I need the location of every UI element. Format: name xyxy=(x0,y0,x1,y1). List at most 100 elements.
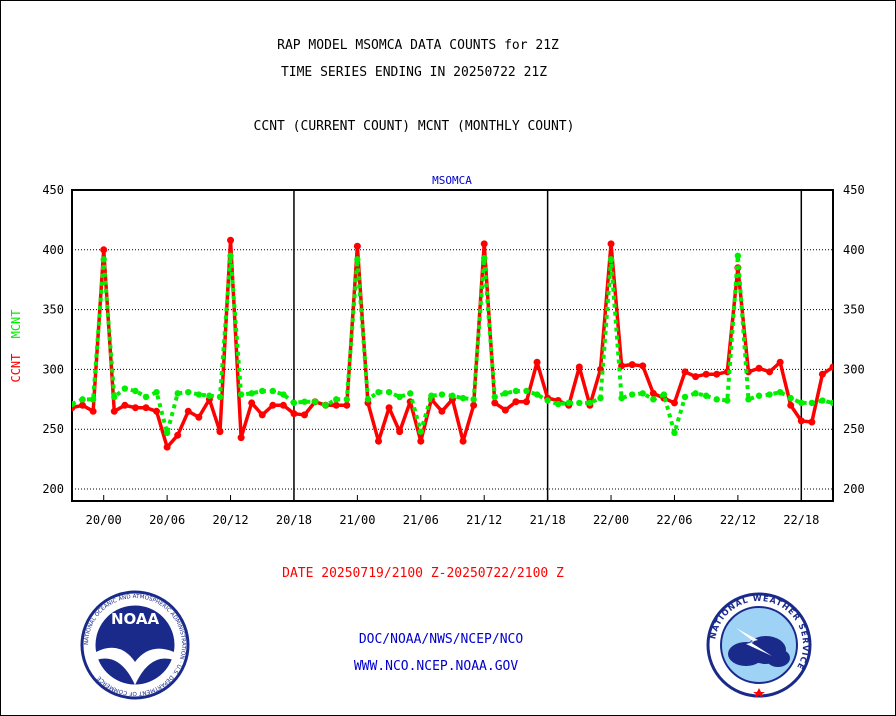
data-point-mcnt-32 xyxy=(407,390,414,397)
data-point-ccnt-70 xyxy=(808,418,816,426)
data-point-ccnt-39 xyxy=(480,240,488,248)
data-point-mcnt-10 xyxy=(174,390,181,397)
y-tick-label-left-200: 200 xyxy=(42,482,64,496)
data-point-ccnt-43 xyxy=(522,398,530,406)
y-tick-label-left-400: 400 xyxy=(42,243,64,257)
data-point-mcnt-1 xyxy=(79,396,86,403)
data-point-mcnt-20 xyxy=(280,391,287,398)
data-point-mcnt-22 xyxy=(301,398,308,405)
x-tick-label-4: 21/00 xyxy=(339,513,375,527)
data-point-mcnt-25 xyxy=(333,396,340,403)
data-point-mcnt-15 xyxy=(227,252,234,259)
data-point-ccnt-59 xyxy=(692,373,700,381)
data-point-ccnt-40 xyxy=(491,399,499,407)
data-point-mcnt-67 xyxy=(776,388,784,396)
data-point-ccnt-14 xyxy=(216,428,224,436)
data-point-mcnt-71 xyxy=(819,397,826,404)
date-range-label: DATE 20250719/2100 Z-20250722/2100 Z xyxy=(282,566,564,581)
x-tick-label-0: 20/00 xyxy=(86,513,122,527)
data-point-ccnt-61 xyxy=(713,370,721,378)
data-point-mcnt-4 xyxy=(111,393,118,401)
data-point-mcnt-9 xyxy=(163,429,171,437)
org-path-text: DOC/NOAA/NWS/NCEP/NCO xyxy=(358,632,524,647)
data-point-ccnt-67 xyxy=(776,358,784,366)
data-point-mcnt-50 xyxy=(597,394,604,402)
data-point-mcnt-39 xyxy=(481,254,488,262)
data-point-mcnt-64 xyxy=(745,396,752,403)
data-point-mcnt-26 xyxy=(343,396,351,403)
data-point-ccnt-11 xyxy=(184,407,192,415)
data-point-ccnt-41 xyxy=(501,406,509,414)
data-point-ccnt-18 xyxy=(258,411,266,419)
data-point-mcnt-41 xyxy=(502,390,509,397)
data-point-mcnt-51 xyxy=(607,256,615,263)
data-point-ccnt-55 xyxy=(649,389,657,397)
data-point-mcnt-59 xyxy=(692,390,699,397)
chart-subtitle: TIME SERIES ENDING IN 20250722 21Z xyxy=(280,65,548,80)
y-tick-label-right-200: 200 xyxy=(843,482,865,496)
data-point-ccnt-9 xyxy=(163,443,171,451)
data-point-mcnt-21 xyxy=(290,399,298,407)
data-point-mcnt-63 xyxy=(734,252,742,259)
noaa-logo: NOAA NATIONAL OCEANIC AND ATMOSPHERIC AD… xyxy=(80,590,190,700)
data-point-ccnt-21 xyxy=(290,410,298,418)
data-point-ccnt-48 xyxy=(575,363,583,371)
x-tick-label-5: 21/06 xyxy=(403,513,439,527)
y-tick-label-left-450: 450 xyxy=(42,183,64,197)
data-point-ccnt-25 xyxy=(332,401,340,409)
y-axis-title-mcnt: MCNT xyxy=(9,309,23,338)
x-tick-label-1: 20/06 xyxy=(149,513,185,527)
data-point-ccnt-37 xyxy=(459,437,467,445)
data-point-ccnt-66 xyxy=(766,368,774,376)
data-point-ccnt-3 xyxy=(100,246,108,254)
chart-title: RAP MODEL MSOMCA DATA COUNTS for 21Z xyxy=(277,38,559,53)
series-line-ccnt xyxy=(72,238,833,449)
data-point-mcnt-36 xyxy=(449,392,456,399)
data-point-ccnt-58 xyxy=(681,368,689,376)
data-point-ccnt-29 xyxy=(375,437,383,445)
plot-frame xyxy=(71,189,834,502)
data-point-mcnt-34 xyxy=(428,392,435,399)
data-point-mcnt-29 xyxy=(375,388,382,396)
data-point-mcnt-40 xyxy=(491,393,498,401)
data-point-mcnt-0 xyxy=(72,400,76,408)
data-point-mcnt-27 xyxy=(354,256,361,263)
data-point-ccnt-17 xyxy=(248,399,256,407)
y-axis-title: CCNT MCNT xyxy=(9,309,23,382)
data-point-ccnt-10 xyxy=(174,431,182,439)
data-point-mcnt-48 xyxy=(576,399,583,407)
data-point-mcnt-70 xyxy=(808,399,816,407)
data-point-mcnt-60 xyxy=(702,392,710,399)
data-point-mcnt-33 xyxy=(417,428,424,435)
x-tick-label-11: 22/18 xyxy=(783,513,819,527)
data-point-mcnt-24 xyxy=(322,402,329,409)
data-point-mcnt-38 xyxy=(470,396,477,403)
data-point-ccnt-12 xyxy=(195,413,203,421)
data-point-ccnt-7 xyxy=(142,404,150,412)
data-point-ccnt-20 xyxy=(279,401,287,409)
data-point-mcnt-43 xyxy=(523,387,530,395)
data-point-ccnt-42 xyxy=(512,398,520,406)
x-tick-label-6: 21/12 xyxy=(466,513,502,527)
data-point-mcnt-57 xyxy=(671,429,678,437)
data-point-mcnt-54 xyxy=(639,390,646,397)
data-point-ccnt-51 xyxy=(607,240,615,248)
data-point-ccnt-19 xyxy=(269,401,277,409)
nws-logo: NATIONAL WEATHER SERVICE xyxy=(706,592,812,698)
data-point-mcnt-23 xyxy=(311,398,319,405)
data-point-ccnt-31 xyxy=(396,428,404,436)
data-point-ccnt-60 xyxy=(702,370,710,378)
data-point-mcnt-18 xyxy=(259,387,266,395)
station-label: MSOMCA xyxy=(432,174,472,187)
data-point-mcnt-53 xyxy=(628,391,636,398)
y-tick-label-right-400: 400 xyxy=(843,243,865,257)
data-point-mcnt-55 xyxy=(650,396,657,403)
data-point-ccnt-65 xyxy=(755,364,763,372)
y-tick-label-left-350: 350 xyxy=(42,303,64,317)
data-point-mcnt-45 xyxy=(544,397,551,404)
data-point-ccnt-5 xyxy=(121,401,129,409)
data-point-ccnt-27 xyxy=(353,242,361,250)
data-point-mcnt-14 xyxy=(216,393,224,401)
data-point-mcnt-62 xyxy=(724,397,731,404)
data-point-ccnt-54 xyxy=(639,362,647,370)
